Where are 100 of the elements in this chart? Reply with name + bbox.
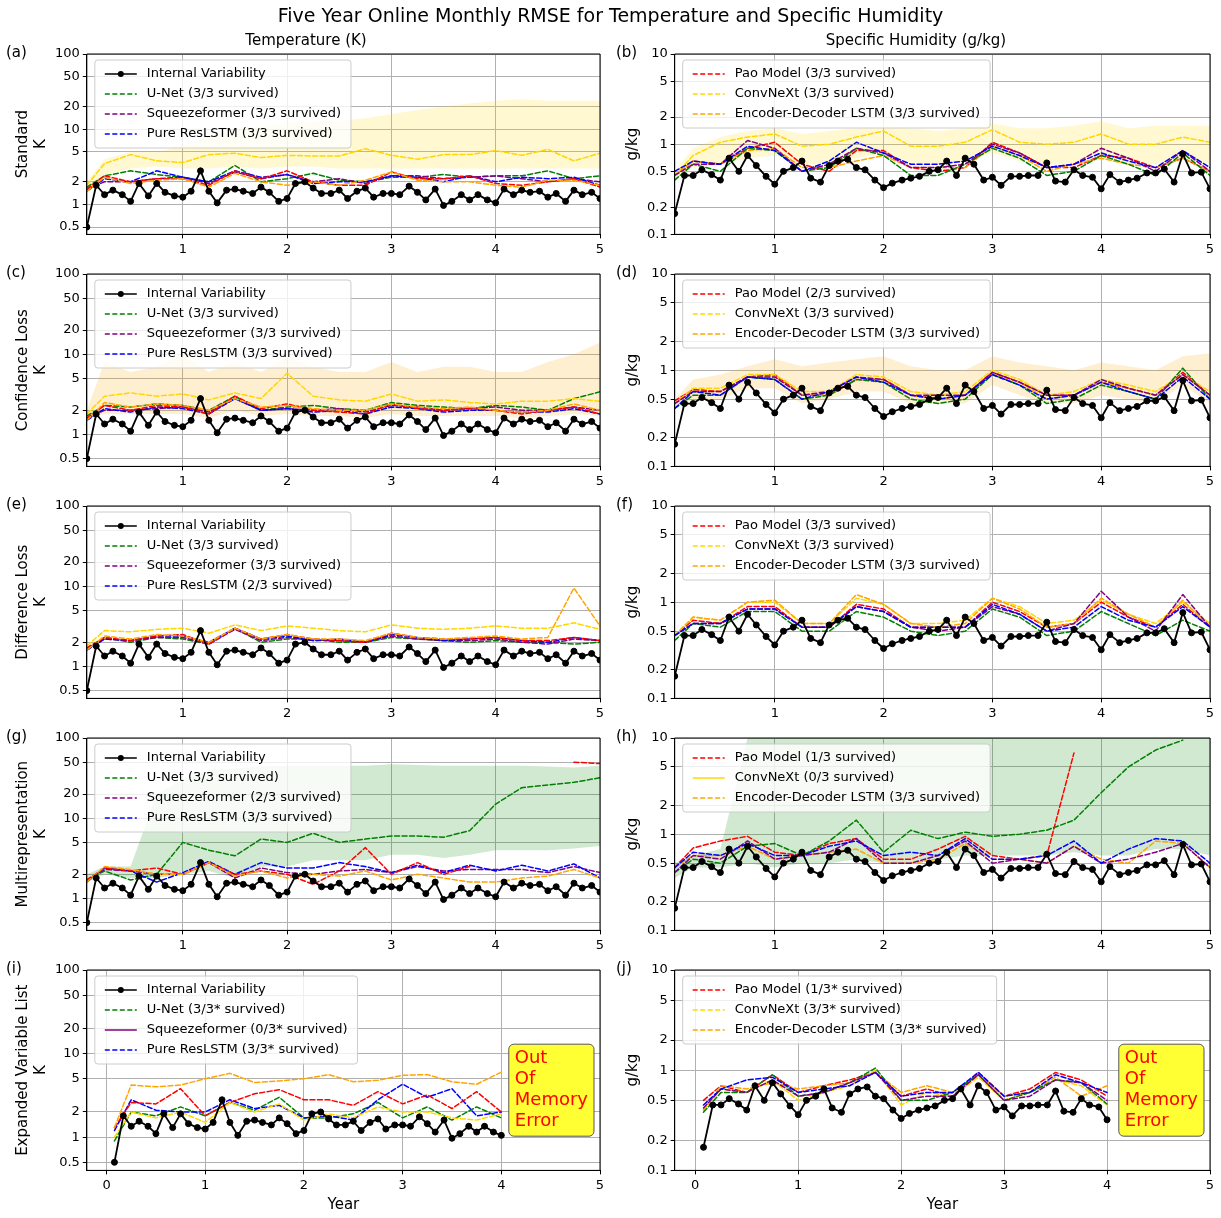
point <box>943 616 951 624</box>
point <box>415 1113 423 1121</box>
point <box>988 173 996 181</box>
point <box>852 164 860 172</box>
point <box>396 652 404 660</box>
point <box>431 646 439 654</box>
x-tick-label: 3 <box>387 704 396 720</box>
point <box>552 189 560 197</box>
point <box>1088 173 1096 181</box>
point <box>335 647 343 655</box>
y-tick-label: 2 <box>71 865 80 881</box>
point <box>708 171 716 179</box>
point <box>1179 377 1187 385</box>
point <box>552 651 560 659</box>
point <box>249 883 257 891</box>
point <box>335 415 343 423</box>
point <box>1197 168 1205 176</box>
text: (c) <box>6 263 26 282</box>
point <box>184 1120 192 1128</box>
point <box>301 178 309 186</box>
point <box>234 1131 242 1139</box>
y-tick-label: 5 <box>71 143 80 159</box>
point <box>716 176 724 184</box>
point <box>301 638 309 646</box>
point <box>291 408 299 416</box>
x-axis-title: Year <box>925 1194 960 1213</box>
line-series <box>86 372 600 415</box>
line-series <box>86 622 600 647</box>
point <box>396 420 404 428</box>
y-tick-label: 50 <box>63 68 80 84</box>
point <box>387 651 395 659</box>
point <box>231 878 239 886</box>
y-tick-label: 5 <box>659 758 668 774</box>
y-tick-label: 10 <box>651 961 668 977</box>
text: (h) <box>616 727 638 746</box>
point <box>1106 399 1114 407</box>
y-tick-label: 5 <box>659 526 668 542</box>
point <box>161 188 169 196</box>
point <box>431 185 439 193</box>
point <box>735 1100 742 1108</box>
point <box>431 1128 439 1136</box>
point <box>1043 386 1051 394</box>
y-tick-label: 2 <box>659 796 668 812</box>
point <box>483 426 491 434</box>
point <box>161 882 169 890</box>
y-tick-label: 2 <box>659 332 668 348</box>
point <box>997 874 1005 882</box>
point <box>257 412 265 420</box>
point <box>92 874 100 882</box>
point <box>871 176 879 184</box>
point <box>387 419 395 427</box>
point <box>825 853 833 861</box>
y-tick-label: 50 <box>63 753 80 769</box>
point <box>1197 396 1205 404</box>
point <box>997 181 1005 189</box>
point <box>448 659 456 667</box>
point <box>300 1127 308 1135</box>
y-tick-label: 1 <box>71 1128 80 1144</box>
point <box>536 416 543 424</box>
point <box>353 880 361 888</box>
y-tick-label: 5 <box>71 369 80 385</box>
x-tick-label: 1 <box>770 240 779 256</box>
y-axis-title: Confidence Loss K <box>12 309 49 432</box>
point <box>327 419 335 427</box>
x-tick-label: 2 <box>879 472 888 488</box>
legend-label: Pure ResLSTM (3/3 survived) <box>146 345 333 361</box>
point <box>209 1118 217 1126</box>
point <box>854 1085 862 1093</box>
point <box>1088 865 1096 873</box>
legend-label: Internal Variability <box>146 517 266 533</box>
point <box>1106 171 1114 179</box>
point <box>301 406 309 414</box>
point <box>915 401 923 408</box>
point <box>448 197 456 205</box>
legend-label: ConvNeXt (0/3 survived) <box>734 769 895 785</box>
x-tick-label: 3 <box>988 936 997 952</box>
point <box>957 1085 965 1093</box>
point <box>153 408 161 416</box>
point <box>680 864 688 872</box>
point <box>923 1104 931 1112</box>
legend-label: Encoder-Decoder LSTM (3/3 survived) <box>734 789 981 805</box>
point <box>152 1130 160 1138</box>
point <box>889 1106 897 1114</box>
point <box>952 400 960 408</box>
point <box>1079 864 1087 872</box>
point <box>179 887 187 895</box>
point <box>135 179 143 187</box>
point <box>243 1117 251 1125</box>
point <box>327 651 335 659</box>
point <box>370 423 378 431</box>
point <box>466 658 474 666</box>
point <box>970 620 978 628</box>
point <box>570 415 578 423</box>
point <box>1061 178 1069 186</box>
point <box>318 883 325 891</box>
point <box>915 633 923 640</box>
y-axis-title: g/kg <box>622 353 641 387</box>
point <box>861 626 869 634</box>
x-axis-title: Year <box>326 1194 361 1213</box>
point <box>789 623 797 631</box>
